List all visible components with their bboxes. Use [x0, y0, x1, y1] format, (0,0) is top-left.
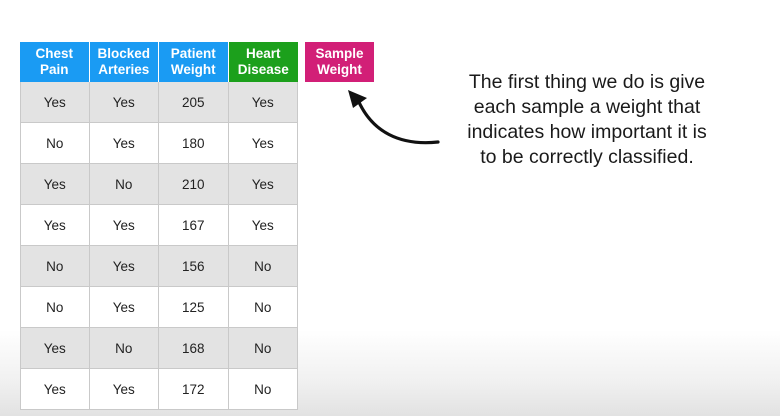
table-cell: Yes [89, 205, 159, 246]
header-line: Arteries [98, 62, 150, 77]
table-cell: No [89, 164, 159, 205]
annotation-line: indicates how important it is [467, 121, 707, 143]
header-line: Weight [170, 62, 216, 77]
table-row: Yes Yes 205 Yes [20, 82, 298, 123]
table-cell: Yes [89, 246, 159, 287]
table-cell: Yes [20, 328, 90, 369]
table-row: Yes No 210 Yes [20, 164, 298, 205]
table-cell: 156 [159, 246, 229, 287]
header-line: Patient [170, 46, 216, 61]
table-cell: Yes [89, 123, 159, 164]
table-row: Yes No 168 No [20, 328, 298, 369]
header-line: Blocked [97, 46, 151, 61]
header-heart-disease: Heart Disease [228, 42, 298, 82]
table-cell: Yes [228, 205, 298, 246]
data-table: Chest Pain Blocked Arteries Patient Weight … [20, 42, 298, 410]
table-row: No Yes 125 No [20, 287, 298, 328]
annotation-line: The first thing we do is give [468, 71, 706, 93]
table-cell: No [89, 328, 159, 369]
table-row: No Yes 156 No [20, 246, 298, 287]
header-line: Pain [39, 62, 69, 77]
table-cell: 210 [159, 164, 229, 205]
table-cell: Yes [89, 369, 159, 410]
table-cell: No [20, 246, 90, 287]
header-line: Disease [237, 62, 289, 77]
header-line: Weight [317, 62, 362, 77]
table-cell: Yes [20, 164, 90, 205]
table-cell: Yes [20, 369, 90, 410]
table-cell: No [228, 369, 298, 410]
table-cell: No [228, 246, 298, 287]
annotation-text: The first thing we do is give each sampl… [432, 70, 742, 170]
table-row: No Yes 180 Yes [20, 123, 298, 164]
header-blocked-arteries: Blocked Arteries [89, 42, 159, 82]
table-cell: No [228, 287, 298, 328]
header-line: Heart [245, 46, 281, 61]
table-cell: 180 [159, 123, 229, 164]
table-cell: Yes [89, 287, 159, 328]
table-cell: No [20, 123, 90, 164]
header-patient-weight: Patient Weight [159, 42, 229, 82]
header-line: Chest [35, 46, 73, 61]
header-chest-pain: Chest Pain [20, 42, 90, 82]
table-header-row: Chest Pain Blocked Arteries Patient Weight … [20, 42, 298, 82]
curved-arrow-icon [348, 90, 440, 145]
table-cell: Yes [228, 82, 298, 123]
annotation-line: each sample a weight that [473, 96, 701, 118]
table-cell: No [228, 328, 298, 369]
table-cell: 168 [159, 328, 229, 369]
table-row: Yes Yes 172 No [20, 369, 298, 410]
table-cell: Yes [228, 123, 298, 164]
table-cell: Yes [89, 82, 159, 123]
table-cell: Yes [228, 164, 298, 205]
table-row: Yes Yes 167 Yes [20, 205, 298, 246]
table-cell: 172 [159, 369, 229, 410]
header-line: Sample [315, 46, 364, 61]
table-cell: Yes [20, 82, 90, 123]
table-cell: 205 [159, 82, 229, 123]
table-cell: 167 [159, 205, 229, 246]
header-sample-weight: Sample Weight [305, 42, 374, 82]
annotation-line: to be correctly classified. [480, 146, 694, 168]
table-cell: 125 [159, 287, 229, 328]
table-cell: Yes [20, 205, 90, 246]
table-cell: No [20, 287, 90, 328]
